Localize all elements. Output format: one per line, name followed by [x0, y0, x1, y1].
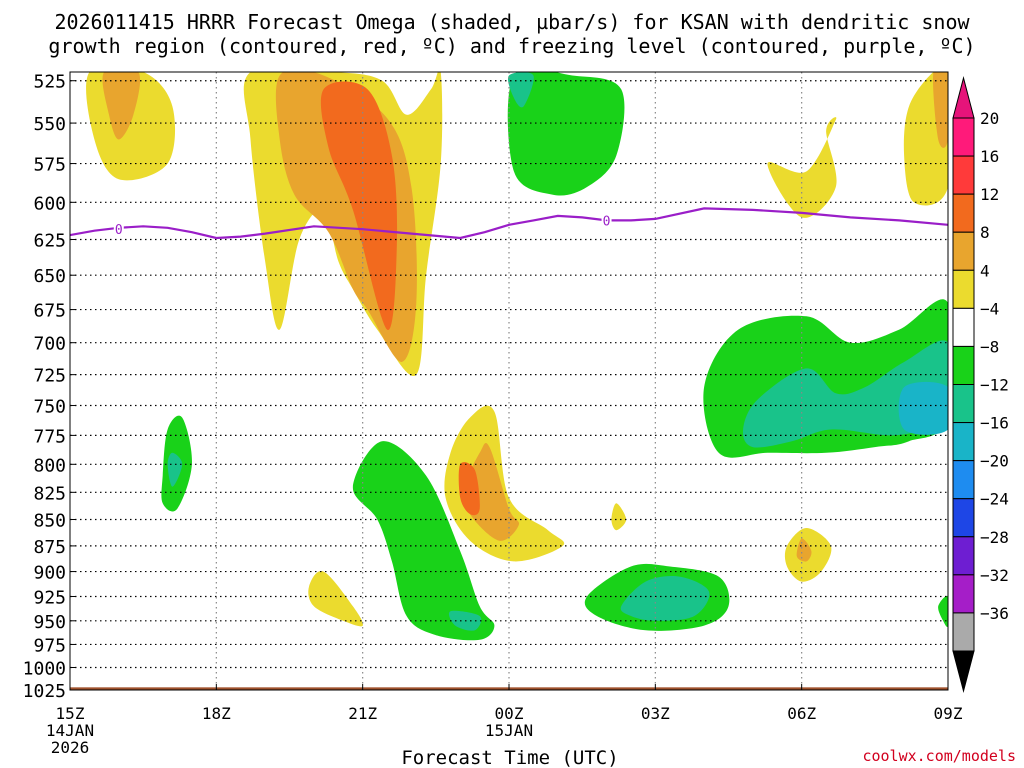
colorbar-band — [952, 574, 975, 614]
contour-label: 0 — [603, 214, 611, 229]
credit-text: coolwx.com/models — [862, 747, 1016, 765]
omega-region-14 — [898, 381, 948, 435]
x-tick-label: 03Z — [641, 704, 670, 723]
omega-region-32 — [796, 538, 812, 562]
y-tick-label: 550 — [33, 114, 66, 135]
x-tick-label: 15Z — [56, 704, 85, 723]
omega-region-20 — [167, 452, 183, 487]
colorbar-band — [952, 117, 975, 157]
colorbar-label: −28 — [980, 528, 1009, 547]
x-tick-label: 21Z — [348, 704, 377, 723]
omega-region-7 — [507, 72, 534, 108]
omega-region-33 — [879, 569, 948, 648]
chart-title-line1: 2026011415 HRRR Forecast Omega (shaded, … — [54, 10, 970, 34]
omega-region-17 — [620, 576, 710, 621]
omega-region-10 — [767, 117, 837, 218]
colorbar-label: 12 — [980, 185, 999, 204]
colorbar-band — [952, 536, 975, 576]
y-tick-label: 775 — [33, 426, 66, 447]
omega-region-35 — [308, 571, 364, 627]
colorbar-label: −16 — [980, 414, 1009, 433]
colorbar-label: −36 — [980, 604, 1009, 623]
y-tick-label: 600 — [33, 193, 66, 214]
contour-label-bg — [113, 222, 124, 237]
colorbar-band — [952, 269, 975, 309]
y-tick-label: 725 — [33, 366, 66, 387]
y-tick-label: 875 — [33, 537, 66, 558]
y-tick-label: 850 — [33, 511, 66, 532]
omega-region-6 — [507, 72, 625, 196]
y-tick-label: 525 — [33, 72, 66, 93]
y-tick-label: 575 — [33, 155, 66, 176]
colorbar-under-arrow — [952, 650, 975, 693]
contour-label: 0 — [115, 223, 123, 238]
colorbar-label: −32 — [980, 566, 1009, 585]
x-tick-label: 06Z — [787, 704, 816, 723]
omega-region-1 — [102, 72, 141, 140]
colorbar-label: −4 — [980, 299, 999, 318]
colorbar-label: 4 — [980, 261, 990, 280]
omega-region-30 — [611, 503, 627, 531]
omega-region-26 — [464, 442, 520, 541]
omega-region-27 — [458, 462, 480, 516]
colorbar-label: −8 — [980, 337, 999, 356]
omega-region-9 — [933, 72, 948, 148]
y-tick-label: 825 — [33, 483, 66, 504]
colorbar-band — [952, 231, 975, 271]
x-tick-label: 00Z — [495, 704, 524, 723]
x-tick-sublabel: 15JAN — [485, 721, 533, 740]
colorbar-band — [952, 193, 975, 233]
colorbar-label: 8 — [980, 223, 990, 242]
colorbar-band — [952, 345, 975, 385]
plot-area: 0052555057560062565067570072575077580082… — [23, 71, 963, 757]
colorbar-band — [952, 422, 975, 462]
y-tick-label: 1000 — [23, 659, 66, 680]
omega-region-23 — [352, 441, 495, 641]
y-tick-label: 750 — [33, 397, 66, 418]
y-tick-label: 925 — [33, 588, 66, 609]
y-tick-label: 700 — [33, 334, 66, 355]
y-tick-label: 950 — [33, 612, 66, 633]
x-tick-sublabel: 14JAN — [46, 721, 94, 740]
colorbar-band — [952, 612, 975, 652]
colorbar-band — [952, 155, 975, 195]
y-tick-label: 975 — [33, 635, 66, 656]
contour-label-bg — [601, 213, 612, 228]
colorbar-band — [952, 384, 975, 424]
y-tick-label: 650 — [33, 266, 66, 287]
omega-region-36 — [263, 649, 393, 673]
omega-region-13 — [742, 340, 948, 448]
omega-region-29 — [587, 358, 607, 394]
x-axis-label: Forecast Time (UTC) — [401, 747, 618, 768]
omega-region-25 — [444, 405, 565, 562]
freezing-level-line — [70, 207, 948, 240]
colorbar-label: −12 — [980, 376, 1009, 395]
y-tick-label: 800 — [33, 455, 66, 476]
y-tick-label: 900 — [33, 563, 66, 584]
y-tick-label: 625 — [33, 230, 66, 251]
omega-region-21 — [136, 606, 197, 660]
colorbar-band — [952, 307, 975, 347]
x-tick-label: 09Z — [934, 704, 963, 723]
colorbar-band — [952, 498, 975, 538]
colorbar-over-arrow — [952, 76, 975, 119]
colorbar-label: −24 — [980, 490, 1009, 509]
colorbar-label: 20 — [980, 109, 999, 128]
omega-region-34 — [938, 595, 948, 627]
colorbar-label: −20 — [980, 452, 1009, 471]
chart-title-line2: growth region (contoured, red, ºC) and f… — [48, 34, 975, 58]
plot-clip-group: 00 — [70, 72, 948, 690]
x-tick-sublabel: 2026 — [51, 738, 90, 757]
colorbar: 20 16 12 8 4 −4 −8 −12 −16 −20 −24 −28 −32 −36 — [952, 76, 1009, 693]
omega-region-28 — [538, 421, 573, 484]
y-tick-label: 1025 — [23, 681, 66, 702]
omega-region-4 — [320, 81, 398, 331]
x-tick-label: 18Z — [202, 704, 231, 723]
colorbar-band — [952, 460, 975, 500]
y-tick-label: 675 — [33, 301, 66, 322]
colorbar-label: 16 — [980, 147, 999, 166]
